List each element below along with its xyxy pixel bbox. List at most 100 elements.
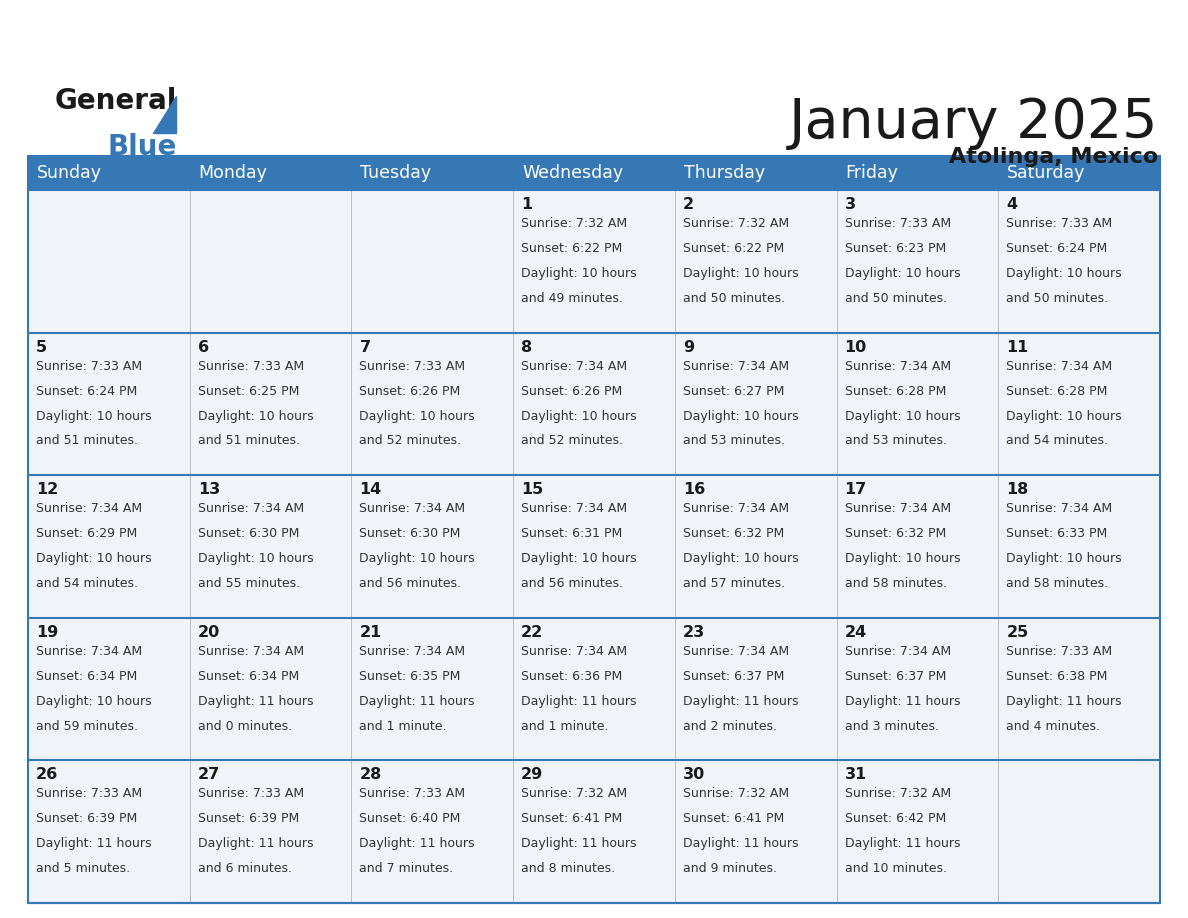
Text: and 50 minutes.: and 50 minutes. xyxy=(845,292,947,305)
Text: and 54 minutes.: and 54 minutes. xyxy=(36,577,138,590)
Text: Sunrise: 7:34 AM: Sunrise: 7:34 AM xyxy=(683,360,789,373)
Text: Daylight: 10 hours: Daylight: 10 hours xyxy=(522,552,637,565)
Text: General: General xyxy=(55,86,177,115)
Text: Sunrise: 7:33 AM: Sunrise: 7:33 AM xyxy=(1006,644,1112,658)
Text: and 51 minutes.: and 51 minutes. xyxy=(197,434,299,447)
Text: Wednesday: Wednesday xyxy=(523,164,624,182)
Text: Sunset: 6:27 PM: Sunset: 6:27 PM xyxy=(683,385,784,397)
Text: 8: 8 xyxy=(522,340,532,354)
Bar xyxy=(29,618,190,760)
Text: Sunset: 6:24 PM: Sunset: 6:24 PM xyxy=(1006,242,1107,255)
Text: and 9 minutes.: and 9 minutes. xyxy=(683,862,777,875)
Bar xyxy=(190,156,352,190)
Text: and 53 minutes.: and 53 minutes. xyxy=(683,434,785,447)
Text: Sunrise: 7:34 AM: Sunrise: 7:34 AM xyxy=(522,360,627,373)
Text: and 52 minutes.: and 52 minutes. xyxy=(522,434,624,447)
Text: and 8 minutes.: and 8 minutes. xyxy=(522,862,615,875)
Text: and 7 minutes.: and 7 minutes. xyxy=(360,862,454,875)
Bar xyxy=(29,156,1159,903)
Bar xyxy=(998,476,1159,618)
Bar xyxy=(836,332,998,476)
Text: Sunset: 6:22 PM: Sunset: 6:22 PM xyxy=(522,242,623,255)
Bar xyxy=(352,618,513,760)
Text: 16: 16 xyxy=(683,482,706,498)
Text: Sunrise: 7:34 AM: Sunrise: 7:34 AM xyxy=(845,644,950,658)
Text: 19: 19 xyxy=(36,625,58,640)
Text: 11: 11 xyxy=(1006,340,1029,354)
Text: Tuesday: Tuesday xyxy=(360,164,431,182)
Text: Daylight: 11 hours: Daylight: 11 hours xyxy=(522,837,637,850)
Polygon shape xyxy=(153,96,176,133)
Text: 24: 24 xyxy=(845,625,867,640)
Bar xyxy=(29,190,190,332)
Text: Sunset: 6:40 PM: Sunset: 6:40 PM xyxy=(360,812,461,825)
Text: Sunset: 6:37 PM: Sunset: 6:37 PM xyxy=(683,670,784,683)
Bar xyxy=(836,156,998,190)
Bar xyxy=(29,332,190,476)
Text: Sunset: 6:30 PM: Sunset: 6:30 PM xyxy=(360,527,461,540)
Text: and 2 minutes.: and 2 minutes. xyxy=(683,720,777,733)
Text: Daylight: 10 hours: Daylight: 10 hours xyxy=(845,409,960,422)
Text: and 56 minutes.: and 56 minutes. xyxy=(522,577,624,590)
Text: Sunset: 6:38 PM: Sunset: 6:38 PM xyxy=(1006,670,1107,683)
Text: 9: 9 xyxy=(683,340,694,354)
Bar xyxy=(190,618,352,760)
Bar xyxy=(998,332,1159,476)
Text: Sunset: 6:41 PM: Sunset: 6:41 PM xyxy=(522,812,623,825)
Text: Sunset: 6:36 PM: Sunset: 6:36 PM xyxy=(522,670,623,683)
Text: Sunrise: 7:34 AM: Sunrise: 7:34 AM xyxy=(197,502,304,515)
Text: Daylight: 10 hours: Daylight: 10 hours xyxy=(522,409,637,422)
Text: Sunrise: 7:34 AM: Sunrise: 7:34 AM xyxy=(683,502,789,515)
Text: 2: 2 xyxy=(683,197,694,212)
Bar xyxy=(513,332,675,476)
Bar xyxy=(29,156,190,190)
Text: Sunrise: 7:34 AM: Sunrise: 7:34 AM xyxy=(197,644,304,658)
Text: Sunrise: 7:33 AM: Sunrise: 7:33 AM xyxy=(1006,217,1112,230)
Text: Sunset: 6:33 PM: Sunset: 6:33 PM xyxy=(1006,527,1107,540)
Text: 4: 4 xyxy=(1006,197,1017,212)
Text: and 55 minutes.: and 55 minutes. xyxy=(197,577,299,590)
Text: Daylight: 10 hours: Daylight: 10 hours xyxy=(522,267,637,280)
Text: Sunset: 6:39 PM: Sunset: 6:39 PM xyxy=(197,812,299,825)
Text: 26: 26 xyxy=(36,767,58,782)
Text: 25: 25 xyxy=(1006,625,1029,640)
Text: and 56 minutes.: and 56 minutes. xyxy=(360,577,461,590)
Text: 6: 6 xyxy=(197,340,209,354)
Text: Sunrise: 7:33 AM: Sunrise: 7:33 AM xyxy=(360,788,466,800)
Text: Sunrise: 7:33 AM: Sunrise: 7:33 AM xyxy=(197,788,304,800)
Text: Sunrise: 7:32 AM: Sunrise: 7:32 AM xyxy=(683,217,789,230)
Text: 28: 28 xyxy=(360,767,381,782)
Text: and 0 minutes.: and 0 minutes. xyxy=(197,720,292,733)
Text: Daylight: 10 hours: Daylight: 10 hours xyxy=(683,552,798,565)
Text: 3: 3 xyxy=(845,197,855,212)
Text: Daylight: 10 hours: Daylight: 10 hours xyxy=(1006,552,1121,565)
Text: Sunset: 6:32 PM: Sunset: 6:32 PM xyxy=(683,527,784,540)
Text: 29: 29 xyxy=(522,767,543,782)
Bar xyxy=(675,156,836,190)
Text: Daylight: 10 hours: Daylight: 10 hours xyxy=(36,409,152,422)
Text: Blue: Blue xyxy=(107,133,176,162)
Bar xyxy=(513,760,675,903)
Text: 12: 12 xyxy=(36,482,58,498)
Text: and 4 minutes.: and 4 minutes. xyxy=(1006,720,1100,733)
Text: 17: 17 xyxy=(845,482,867,498)
Text: Sunset: 6:42 PM: Sunset: 6:42 PM xyxy=(845,812,946,825)
Text: Daylight: 11 hours: Daylight: 11 hours xyxy=(683,837,798,850)
Text: Daylight: 10 hours: Daylight: 10 hours xyxy=(845,267,960,280)
Bar xyxy=(836,618,998,760)
Text: 14: 14 xyxy=(360,482,381,498)
Text: and 50 minutes.: and 50 minutes. xyxy=(1006,292,1108,305)
Text: 15: 15 xyxy=(522,482,543,498)
Bar xyxy=(513,156,675,190)
Text: and 54 minutes.: and 54 minutes. xyxy=(1006,434,1108,447)
Text: and 53 minutes.: and 53 minutes. xyxy=(845,434,947,447)
Bar xyxy=(352,760,513,903)
Text: 7: 7 xyxy=(360,340,371,354)
Text: Daylight: 11 hours: Daylight: 11 hours xyxy=(360,837,475,850)
Text: 27: 27 xyxy=(197,767,220,782)
Text: Daylight: 11 hours: Daylight: 11 hours xyxy=(683,695,798,708)
Text: Sunset: 6:30 PM: Sunset: 6:30 PM xyxy=(197,527,299,540)
Text: Daylight: 10 hours: Daylight: 10 hours xyxy=(1006,409,1121,422)
Text: Daylight: 11 hours: Daylight: 11 hours xyxy=(197,837,314,850)
Text: 1: 1 xyxy=(522,197,532,212)
